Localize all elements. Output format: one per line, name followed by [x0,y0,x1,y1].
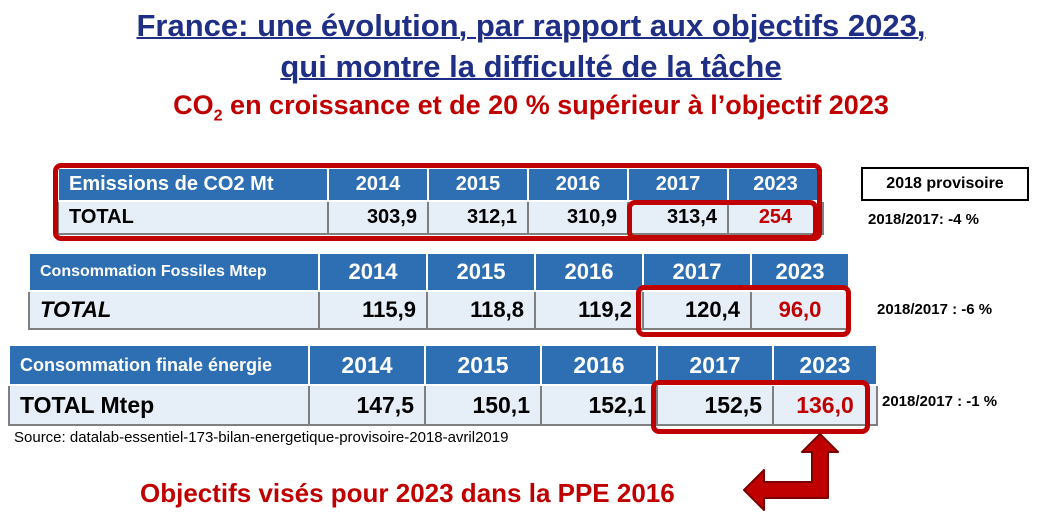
co2-2018-change-note: 2018/2017: -4 % [868,211,979,228]
year-cell: 2016 [540,344,658,386]
table-header-label: Emissions de CO2 Mt [57,167,329,202]
subtitle-co: CO [173,90,214,120]
table-header-label: Consommation Fossiles Mtep [28,252,320,292]
co2-table-highlight-box [53,163,822,241]
table-header-row: Consommation finale énergie 2014 2015 20… [8,344,878,386]
year-cell: 2015 [427,167,529,202]
subtitle-rest: en croissance et de 20 % supérieur à l’o… [222,90,889,120]
value-cell: 152,1 [540,384,658,426]
row-label: TOTAL [57,200,329,235]
value-cell: 115,9 [318,290,428,330]
co2-emissions-table: Emissions de CO2 Mt 2014 2015 2016 2017 … [57,167,824,235]
provisional-2018-box: 2018 provisoire [861,167,1029,201]
table-row: TOTAL Mtep 147,5 150,1 152,1 152,5 136,0 [8,384,878,426]
value-cell: 303,9 [327,200,429,235]
value-cell: 313,4 [627,200,729,235]
row-label: TOTAL Mtep [8,384,310,426]
year-cell: 2014 [308,344,426,386]
subtitle: CO2 en croissance et de 20 % supérieur à… [0,90,1062,125]
year-cell: 2014 [327,167,429,202]
target-value-cell: 96,0 [750,290,850,330]
source-note: Source: datalab-essentiel-173-bilan-ener… [14,429,509,446]
fossil-consumption-table: Consommation Fossiles Mtep 2014 2015 201… [28,252,850,330]
row-label: TOTAL [28,290,320,330]
fossil-2017-2023-highlight-box [636,285,851,337]
value-cell: 120,4 [642,290,752,330]
year-cell: 2016 [534,252,644,292]
energy-2017-2023-highlight-box [651,380,870,434]
title-line-2: qui montre la difficulté de la tâche [280,49,782,84]
table-header-row: Consommation Fossiles Mtep 2014 2015 201… [28,252,850,292]
year-cell: 2015 [426,252,536,292]
table-row: TOTAL 303,9 312,1 310,9 313,4 254 [57,200,824,235]
final-energy-table: Consommation finale énergie 2014 2015 20… [8,344,878,426]
table-header-label: Consommation finale énergie [8,344,310,386]
year-cell: 2023 [772,344,878,386]
year-cell: 2017 [627,167,729,202]
table-row: TOTAL 115,9 118,8 119,2 120,4 96,0 [28,290,850,330]
value-cell: 150,1 [424,384,542,426]
value-cell: 312,1 [427,200,529,235]
target-value-cell: 136,0 [772,384,878,426]
table-header-row: Emissions de CO2 Mt 2014 2015 2016 2017 … [57,167,824,202]
subtitle-subscript: 2 [213,107,223,125]
value-cell: 152,5 [656,384,774,426]
year-cell: 2017 [656,344,774,386]
value-cell: 119,2 [534,290,644,330]
fossil-2018-change-note: 2018/2017 : -6 % [877,301,993,318]
target-value-cell: 254 [727,200,824,235]
value-cell: 118,8 [426,290,536,330]
year-cell: 2015 [424,344,542,386]
bent-arrow-icon [743,433,839,511]
title-line-1: France: une évolution, par rapport aux o… [136,8,926,43]
co2-2017-2023-highlight-box [627,200,818,240]
energy-2018-change-note: 2018/2017 : -1 % [882,393,998,410]
value-cell: 310,9 [527,200,629,235]
year-cell: 2016 [527,167,629,202]
year-cell: 2014 [318,252,428,292]
value-cell: 147,5 [308,384,426,426]
objectives-label: Objectifs visés pour 2023 dans la PPE 20… [140,478,675,508]
year-cell: 2023 [727,167,824,202]
